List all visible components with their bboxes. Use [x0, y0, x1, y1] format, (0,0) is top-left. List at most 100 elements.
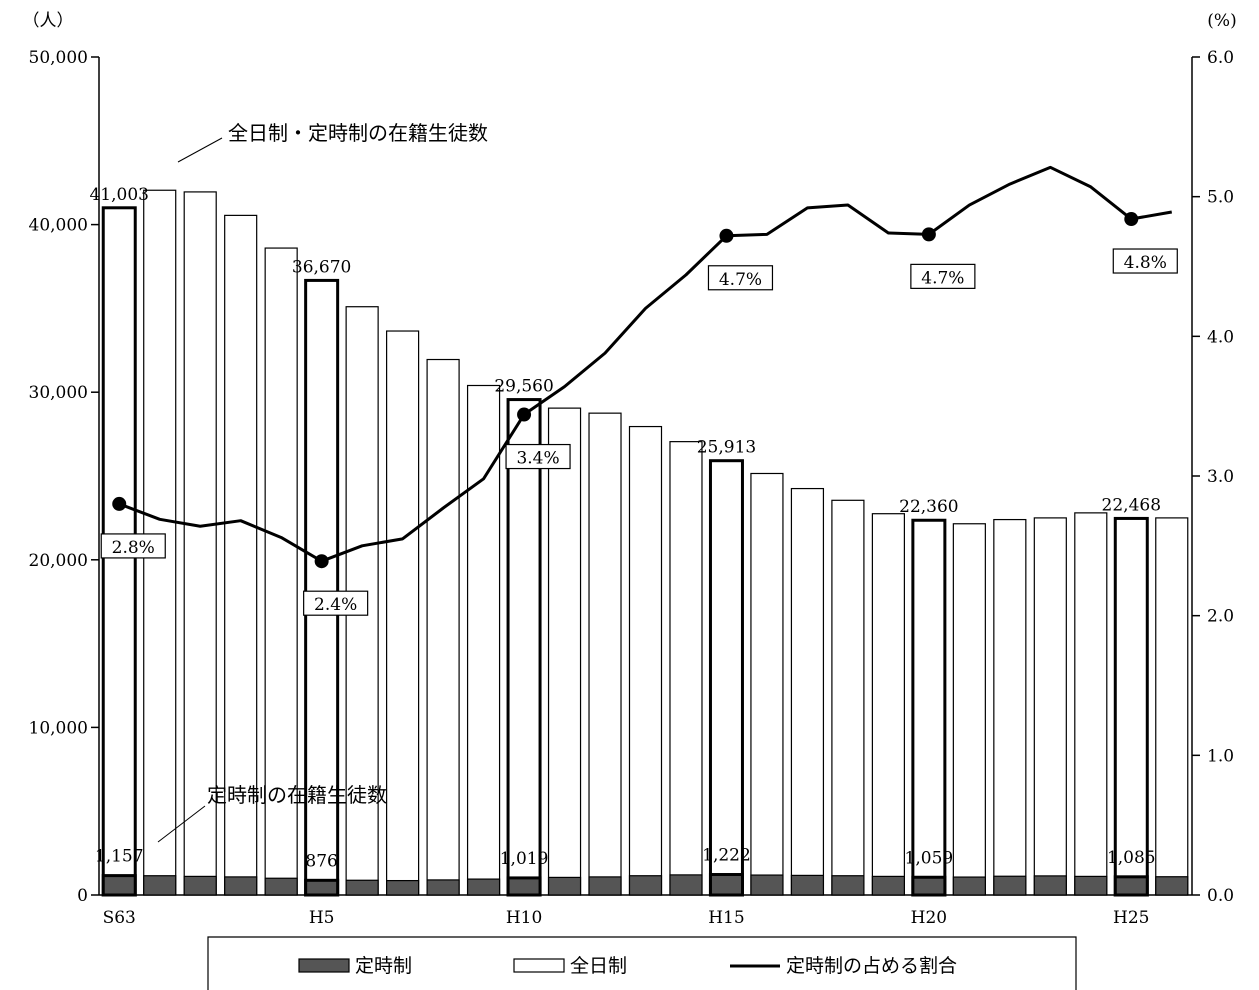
total-value-label: 36,670 [292, 257, 351, 277]
legend-label-line: 定時制の占める割合 [786, 955, 957, 977]
total-value-label: 22,360 [899, 497, 958, 517]
total-bar [790, 487, 825, 896]
annotation-leader-total [177, 137, 223, 163]
percentage-label: 4.8% [1124, 253, 1167, 273]
part-bar [993, 875, 1027, 896]
total-bar [911, 518, 947, 897]
percentage-label-box [100, 533, 166, 559]
total-value-label: 41,003 [89, 185, 148, 205]
total-bar [386, 330, 420, 896]
x-tick-label: H25 [1113, 908, 1149, 928]
percentage-line-path [118, 165, 1173, 563]
total-value-label: 25,913 [697, 438, 756, 458]
percentage-marker [112, 496, 127, 511]
percentage-marker [921, 227, 936, 242]
total-bar [547, 407, 582, 896]
labels: 41,003 36,670 29,560 25,913 22,360 22,468 1,15… [89, 121, 1178, 871]
part-bar [304, 878, 340, 897]
part-bar [345, 879, 379, 896]
total-bar [669, 441, 703, 896]
bars [101, 189, 1189, 897]
right-tick-label: 2.0 [1207, 607, 1234, 627]
legend-swatch-total [513, 958, 565, 973]
right-tick-label: 4.0 [1207, 327, 1234, 347]
legend-box [207, 936, 1077, 990]
total-bar [264, 247, 298, 896]
total-value-label: 29,560 [494, 377, 553, 397]
part-bar [183, 875, 217, 896]
part-bar [426, 879, 460, 896]
total-bar [952, 523, 986, 896]
percentage-label: 2.4% [314, 595, 357, 615]
part-value-label: 1,222 [702, 846, 751, 866]
total-bar [466, 384, 501, 896]
annotation-part: 定時制の在籍生徒数 [207, 783, 387, 807]
total-bar [1074, 512, 1108, 896]
total-bar [506, 398, 542, 897]
percentage-marker [1124, 212, 1139, 227]
percentage-marker [517, 407, 532, 422]
right-tick-label: 6.0 [1207, 48, 1234, 68]
part-bar [101, 874, 137, 897]
part-bar [628, 875, 663, 896]
percentage-label-box [910, 263, 976, 289]
percentage-label-box [303, 590, 369, 616]
part-value-label: 1,157 [95, 847, 144, 867]
part-value-label: 1,019 [500, 849, 549, 869]
percentage-line [112, 165, 1173, 569]
part-bar [264, 877, 298, 896]
total-bar [224, 214, 258, 896]
part-bar [466, 878, 501, 896]
right-tick-label: 1.0 [1207, 746, 1234, 766]
part-bar [1113, 875, 1149, 897]
left-axis-unit: （人） [23, 11, 74, 31]
part-bar [547, 876, 582, 896]
part-bar [143, 875, 177, 896]
total-bar [1033, 517, 1067, 896]
part-bar [669, 874, 703, 896]
right-tick-label: 0.0 [1207, 886, 1234, 906]
total-bar [871, 513, 905, 896]
x-tick-label: H20 [911, 908, 947, 928]
part-bar [708, 873, 744, 897]
x-tick-label: S63 [103, 908, 136, 928]
part-bar [1033, 875, 1067, 896]
total-bar [183, 191, 217, 896]
part-bar [506, 876, 542, 897]
percentage-label-box [505, 443, 571, 470]
percentage-label: 4.7% [719, 270, 762, 290]
percentage-marker [314, 554, 329, 569]
total-bar [426, 358, 460, 896]
total-bar [1113, 516, 1149, 897]
part-bar [224, 876, 258, 896]
left-tick-label: 10,000 [29, 718, 88, 738]
part-bar [386, 879, 420, 896]
percentage-label: 4.7% [921, 268, 964, 288]
total-bar [708, 459, 744, 897]
left-tick-label: 30,000 [29, 383, 88, 403]
left-tick-label: 20,000 [29, 551, 88, 571]
left-tick-label: 0 [77, 886, 88, 906]
part-value-label: 876 [305, 851, 337, 871]
right-tick-label: 5.0 [1207, 188, 1234, 208]
total-bar [588, 412, 622, 896]
part-bar [952, 876, 986, 896]
part-bar [588, 876, 622, 896]
x-tick-label: H15 [708, 908, 744, 928]
part-bar [750, 874, 784, 896]
percentage-label-box [707, 265, 774, 291]
annotation-leader-part [157, 805, 206, 843]
total-bar [628, 425, 663, 896]
part-bar [1155, 876, 1189, 896]
legend: 定時制 全日制 定時制の占める割合 [207, 936, 1077, 990]
left-tick-label: 40,000 [29, 216, 88, 236]
legend-label-part: 定時制 [355, 955, 412, 977]
part-value-label: 1,085 [1107, 848, 1156, 868]
percentage-label: 2.8% [112, 538, 155, 558]
part-bar [790, 874, 825, 896]
legend-label-total: 全日制 [570, 955, 627, 977]
part-bar [831, 875, 865, 896]
left-tick-label: 50,000 [29, 48, 88, 68]
part-bar [1074, 875, 1108, 896]
